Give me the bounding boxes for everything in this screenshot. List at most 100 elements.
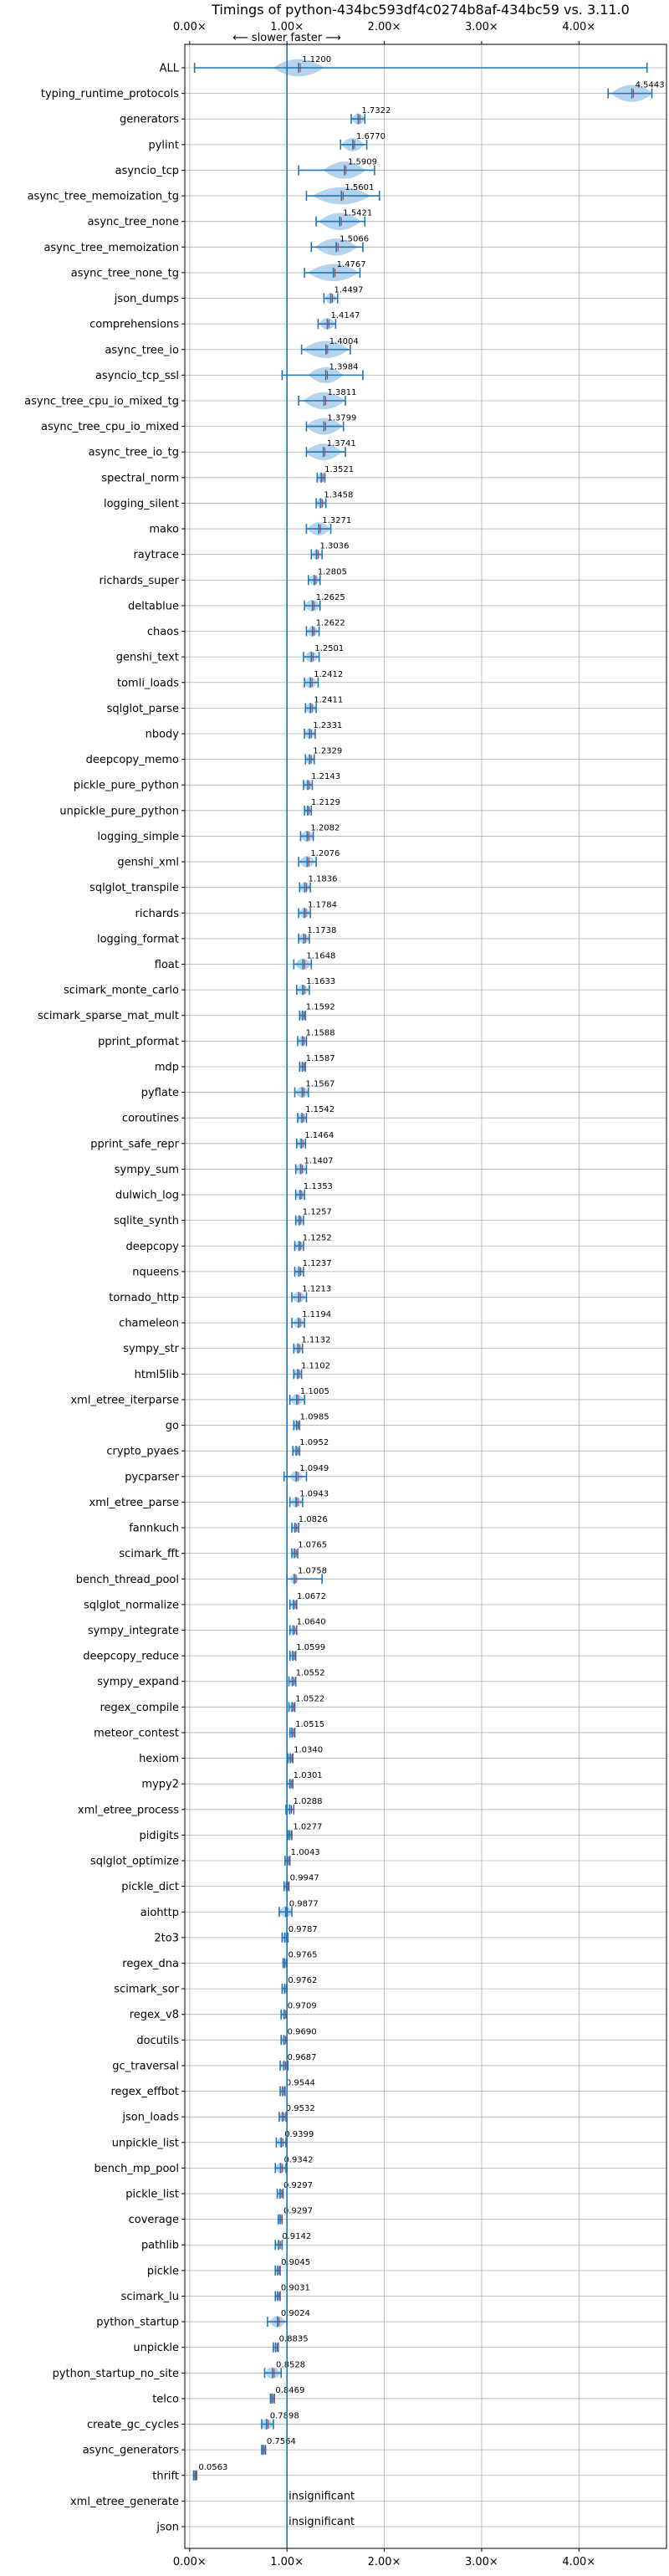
value-label: 1.0599 <box>296 1643 325 1652</box>
category-label: json <box>156 2522 179 2534</box>
value-label: 1.2082 <box>310 823 340 832</box>
value-label: 4.5443 <box>636 81 665 90</box>
chart-marks: 1.1200 4.5443 1.7322 1.6770 1.5909 1.5601 1.54… <box>192 44 665 2548</box>
category-label: 2to3 <box>154 1932 179 1944</box>
category-label: python_startup_no_site <box>53 2368 179 2380</box>
value-label: 1.2129 <box>311 798 340 807</box>
value-label: 1.0552 <box>296 1669 325 1678</box>
category-label: aiohttp <box>140 1907 179 1919</box>
category-label: mako <box>149 524 179 536</box>
category-label: pyflate <box>141 1087 179 1099</box>
category-label: fannkuch <box>129 1523 179 1535</box>
insignificant-label: insignificant <box>289 2516 355 2528</box>
value-label: 1.1592 <box>306 1003 335 1012</box>
category-label: logging_format <box>97 933 179 945</box>
category-label: dulwich_log <box>115 1190 179 1202</box>
value-label: 0.7898 <box>270 2412 299 2421</box>
value-label: 1.2625 <box>316 593 345 602</box>
category-label: bench_thread_pool <box>76 1574 179 1586</box>
value-label: 0.8528 <box>276 2360 305 2369</box>
value-label: 1.0340 <box>294 1746 323 1755</box>
value-label: 1.1407 <box>304 1156 334 1165</box>
category-label: hexiom <box>139 1753 179 1765</box>
value-label: 1.0288 <box>294 1797 323 1806</box>
value-label: 0.9142 <box>282 2232 311 2241</box>
value-label: 1.1237 <box>303 1259 332 1268</box>
category-label: go <box>166 1420 179 1432</box>
category-label: regex_dna <box>122 1958 179 1970</box>
x-tick-label-top: 4.00× <box>562 21 595 33</box>
value-label: 1.3741 <box>327 439 356 448</box>
category-label: sympy_sum <box>115 1164 179 1176</box>
value-label: 1.2622 <box>316 619 345 628</box>
x-tick-label-top: 0.00× <box>173 21 207 33</box>
category-label: thrift <box>152 2470 179 2482</box>
value-label: 0.9709 <box>288 2002 317 2011</box>
value-label: 1.3271 <box>322 516 351 525</box>
category-label: sqlite_synth <box>114 1215 179 1227</box>
category-label: sqlglot_optimize <box>90 1856 179 1868</box>
category-label: async_tree_cpu_io_mixed_tg <box>24 395 179 407</box>
insignificant-label: insignificant <box>289 2490 355 2502</box>
category-label: regex_v8 <box>130 2009 179 2021</box>
category-label: python_startup <box>96 2317 179 2329</box>
value-label: 0.8469 <box>275 2386 304 2395</box>
value-label: 1.1588 <box>306 1028 335 1037</box>
value-label: 1.0672 <box>297 1592 326 1601</box>
value-label: 1.0522 <box>295 1694 324 1703</box>
category-label: async_tree_memoization <box>43 242 179 254</box>
value-label: 0.9297 <box>283 2181 313 2190</box>
value-label: 0.9045 <box>281 2258 310 2267</box>
category-label: pprint_safe_repr <box>90 1138 179 1150</box>
category-label: gc_traversal <box>112 2060 179 2072</box>
value-label: 1.1648 <box>306 952 335 961</box>
x-tick-label-top: 2.00× <box>368 21 401 33</box>
category-label: typing_runtime_protocols <box>41 88 179 100</box>
category-label: genshi_xml <box>117 857 179 869</box>
value-label: 1.1200 <box>302 55 331 64</box>
value-label: 1.3036 <box>320 542 350 551</box>
category-label: tornado_http <box>109 1292 179 1304</box>
value-label: 0.7564 <box>267 2437 296 2446</box>
value-label: 0.9031 <box>281 2283 310 2292</box>
value-label: 1.0043 <box>291 1848 320 1857</box>
x-tick-label-bottom: 0.00× <box>173 2556 207 2568</box>
value-label: 0.8835 <box>279 2335 309 2344</box>
x-tick-label-bottom: 2.00× <box>368 2556 401 2568</box>
category-label: scimark_sparse_mat_mult <box>38 1010 179 1022</box>
category-label: chameleon <box>119 1318 179 1330</box>
category-label: tomli_loads <box>117 677 179 689</box>
category-label: regex_compile <box>100 1702 179 1714</box>
category-label: docutils <box>136 2035 179 2047</box>
value-label: 1.1102 <box>301 1361 330 1370</box>
value-label: 0.9765 <box>288 1950 317 1959</box>
category-label: scimark_lu <box>121 2291 179 2303</box>
category-label: coverage <box>129 2214 179 2226</box>
category-label: async_generators <box>83 2445 180 2457</box>
category-label: async_tree_io <box>105 344 179 356</box>
value-label: 1.3521 <box>324 465 354 474</box>
category-label: unpickle_pure_python <box>59 805 179 817</box>
value-label: 0.9787 <box>289 1925 318 1934</box>
category-label: pathlib <box>141 2240 179 2252</box>
value-label: 0.9544 <box>286 2079 315 2088</box>
x-tick-label-bottom: 3.00× <box>465 2556 498 2568</box>
value-label: 1.2412 <box>314 670 343 679</box>
category-label: json_dumps <box>114 293 179 305</box>
value-label: 1.2329 <box>313 747 342 756</box>
value-label: 1.0515 <box>295 1720 324 1729</box>
category-label: pickle_list <box>125 2189 179 2201</box>
value-label: 1.5909 <box>348 157 377 166</box>
value-label: 1.3811 <box>328 388 357 397</box>
category-label: deepcopy_reduce <box>83 1651 179 1663</box>
value-label: 0.9690 <box>288 2027 317 2036</box>
value-label: 1.5066 <box>340 234 369 243</box>
category-label: asyncio_tcp_ssl <box>95 370 179 382</box>
value-label: 1.1633 <box>306 977 335 986</box>
value-label: 1.1005 <box>300 1387 329 1396</box>
category-label: deepcopy <box>125 1241 179 1253</box>
value-label: 1.0277 <box>293 1822 322 1831</box>
value-label: 1.1587 <box>306 1054 335 1063</box>
category-label: async_tree_cpu_io_mixed <box>41 421 179 433</box>
value-label: 1.2411 <box>314 695 343 704</box>
